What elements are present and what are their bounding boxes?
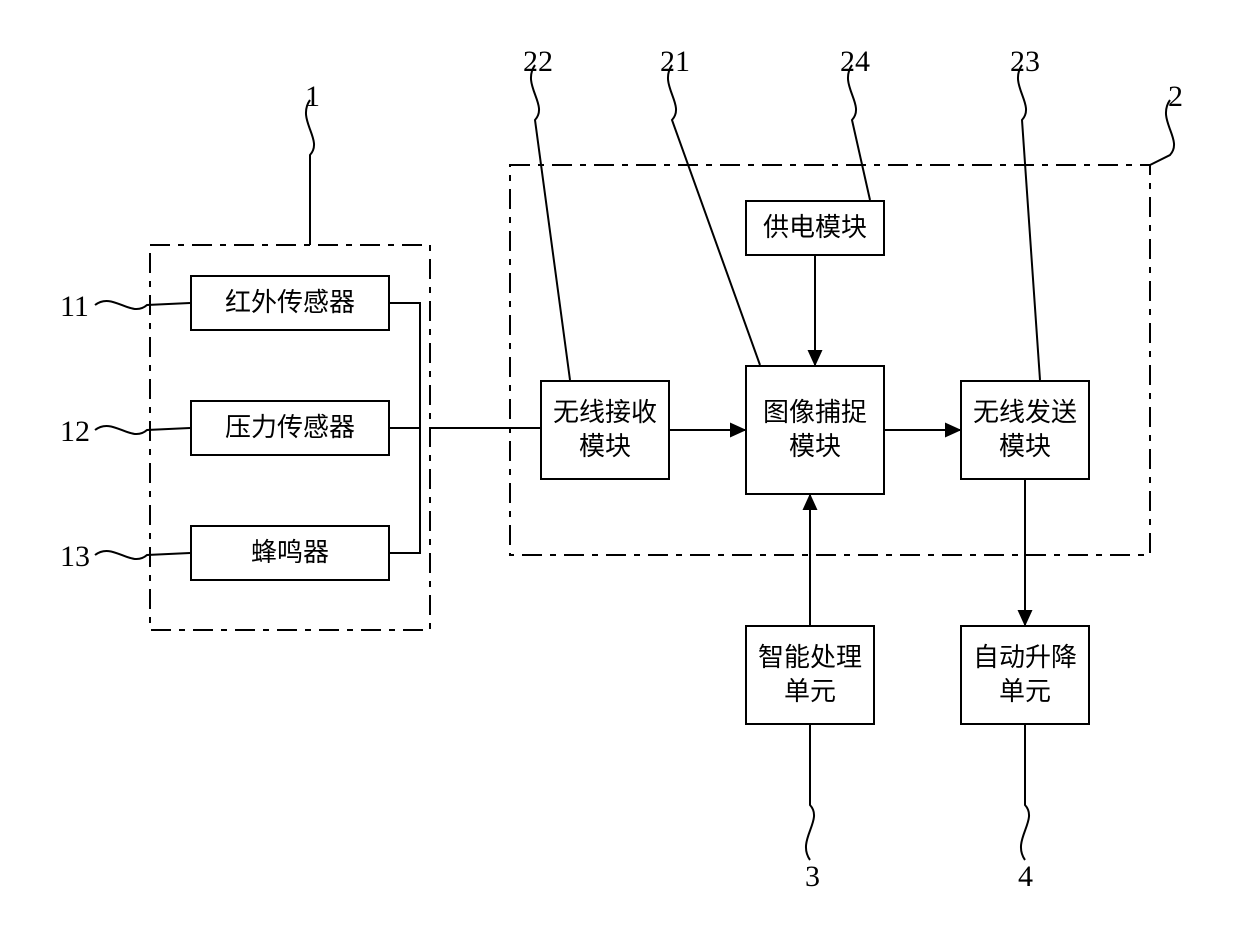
leader-5	[531, 65, 570, 380]
block-b24: 供电模块	[745, 200, 885, 256]
block-b13: 蜂鸣器	[190, 525, 390, 581]
block-label-b24: 供电模块	[763, 211, 867, 245]
block-label-b13: 蜂鸣器	[251, 536, 329, 570]
leader-4	[95, 551, 190, 559]
ref-label-l11: 11	[60, 290, 89, 324]
block-label-b21: 图像捕捉模块	[755, 396, 875, 464]
block-label-b11: 红外传感器	[225, 286, 355, 320]
block-b4: 自动升降单元	[960, 625, 1090, 725]
block-b22: 无线接收模块	[540, 380, 670, 480]
leader-8	[1018, 65, 1040, 380]
line-1	[390, 303, 420, 553]
ref-label-l22: 22	[523, 45, 553, 79]
ref-label-l23: 23	[1010, 45, 1040, 79]
block-label-b12: 压力传感器	[225, 411, 355, 445]
diagram-canvas: 红外传感器压力传感器蜂鸣器 无线接收模块 图像捕捉模块 供电模块无线发送模块智能处理单…	[0, 0, 1240, 930]
ref-label-l2: 2	[1168, 80, 1183, 114]
ref-label-l21: 21	[660, 45, 690, 79]
ref-label-l1: 1	[305, 80, 320, 114]
ref-label-l24: 24	[840, 45, 870, 79]
block-label-b23: 无线发送模块	[970, 396, 1080, 464]
ref-label-l3: 3	[805, 860, 820, 894]
leader-0	[306, 100, 314, 245]
leader-10	[1021, 725, 1029, 860]
block-label-b3: 智能处理单元	[755, 641, 865, 709]
leader-3	[95, 426, 190, 434]
block-b21: 图像捕捉模块	[745, 365, 885, 495]
block-b12: 压力传感器	[190, 400, 390, 456]
ref-label-l12: 12	[60, 415, 90, 449]
leader-7	[848, 65, 870, 200]
block-label-b22: 无线接收模块	[550, 396, 660, 464]
block-b11: 红外传感器	[190, 275, 390, 331]
block-b3: 智能处理单元	[745, 625, 875, 725]
leader-2	[95, 301, 190, 309]
block-label-b4: 自动升降单元	[970, 641, 1080, 709]
block-b23: 无线发送模块	[960, 380, 1090, 480]
leader-9	[806, 725, 814, 860]
ref-label-l13: 13	[60, 540, 90, 574]
ref-label-l4: 4	[1018, 860, 1033, 894]
